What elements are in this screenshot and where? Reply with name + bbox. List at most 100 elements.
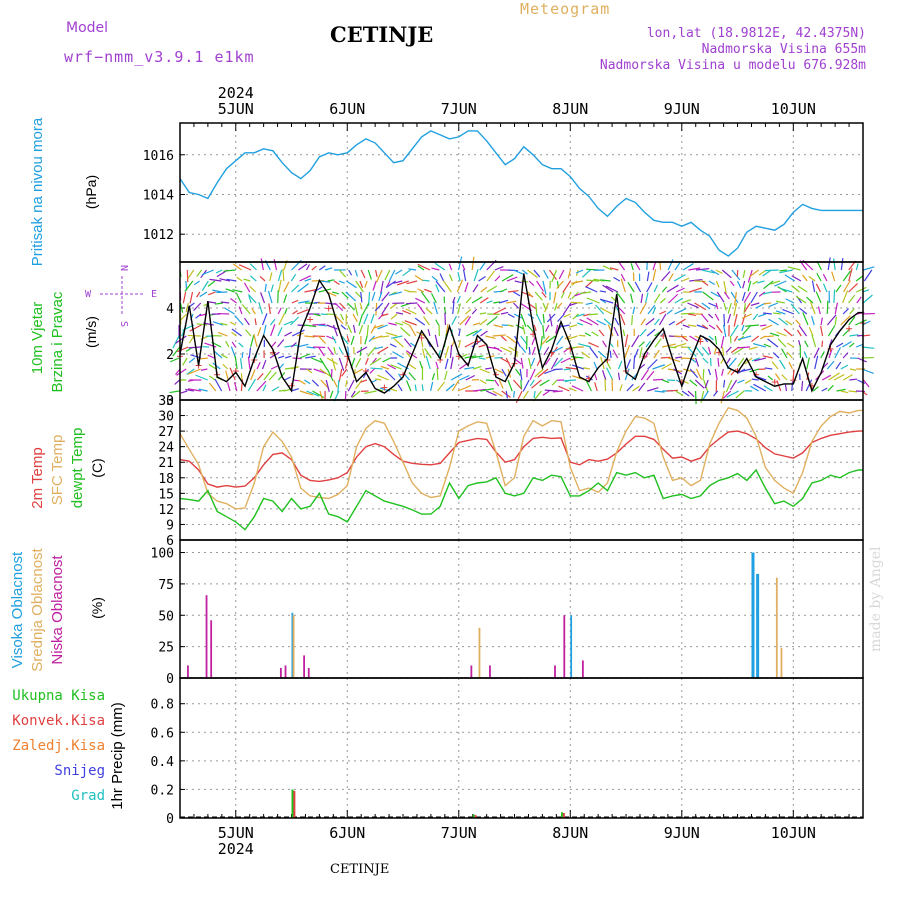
wind-arrow (367, 269, 372, 280)
wind-arrow (257, 327, 262, 337)
wind-arrow (485, 379, 495, 382)
wind-arrow (599, 290, 607, 293)
y-tick-label: 33 (158, 394, 174, 409)
wind-arrow (306, 368, 313, 374)
cloud-bar-niska-oblacnost (187, 665, 189, 678)
wind-arrow (848, 342, 855, 348)
wind-arrow (195, 374, 208, 381)
wind-arrow (842, 280, 851, 293)
wind-arrow (549, 313, 553, 327)
panel-frame-pressure (179, 122, 864, 263)
wind-arrow (682, 263, 694, 271)
wind-arrow (327, 279, 335, 282)
day-label-top: 8JUN (552, 100, 588, 118)
y-tick-label: 50 (158, 609, 174, 624)
wind-arrow (513, 269, 524, 275)
wind-arrow (472, 328, 482, 337)
footer-station: CETINJE (330, 862, 390, 877)
wind-arrow (268, 303, 271, 315)
wind-arrow (779, 269, 793, 274)
wind-arrow (652, 364, 666, 370)
wind-arrow (388, 291, 402, 296)
wind-arrow (373, 324, 384, 329)
wind-arrow (733, 346, 745, 355)
wind-arrow (243, 278, 251, 282)
wind-arrow (494, 379, 500, 387)
wind-arrow (444, 346, 450, 359)
wind-arrow (403, 338, 412, 348)
wind-arrow (241, 351, 244, 359)
wind-arrow (188, 335, 195, 344)
wind-arrow (688, 267, 701, 271)
y-tick-label: 25 (158, 641, 174, 656)
wind-arrow (754, 357, 767, 362)
wind-arrow (515, 368, 521, 376)
wind-arrow (715, 302, 719, 310)
wind-arrow (297, 324, 306, 327)
wind-arrow (248, 347, 252, 359)
wind-arrow (695, 346, 704, 357)
wind-arrow (187, 368, 201, 375)
wind-arrow (356, 346, 368, 354)
wind-arrow (235, 292, 242, 304)
wind-arrow (529, 368, 536, 381)
wind-arrow (834, 316, 837, 326)
wind-arrow (298, 379, 306, 385)
wind-arrow (304, 289, 317, 293)
day-label-bottom: 5JUN (218, 824, 254, 842)
wind-arrow (333, 280, 340, 286)
wind-arrow (563, 368, 571, 371)
wind-arrow (634, 281, 642, 293)
wind-arrow (798, 325, 807, 337)
wind-arrow (270, 324, 276, 337)
wind-arrow (311, 357, 323, 364)
wind-arrow (863, 269, 873, 282)
wind-arrow (175, 335, 187, 344)
wind-arrow (862, 294, 873, 304)
wind-arrow (435, 319, 440, 326)
wind-arrow (816, 272, 822, 282)
wind-arrow (571, 364, 585, 370)
wind-arrow (231, 328, 242, 337)
wind-arrow (776, 331, 787, 337)
wind-arrow (208, 382, 217, 392)
wind-arrow (763, 280, 774, 290)
wind-arrow (570, 301, 583, 304)
cloud-bar-niska-oblacnost (303, 655, 306, 678)
wind-arrow (784, 274, 796, 282)
wind-arrow (530, 357, 536, 367)
model-label: Model (66, 20, 109, 36)
wind-arrow (226, 278, 237, 282)
wind-arrow (350, 335, 355, 346)
wind-arrow (820, 317, 823, 326)
wind-arrow (422, 316, 430, 326)
wind-arrow (347, 346, 350, 356)
wind-arrow (708, 324, 716, 330)
wind-arrow (786, 351, 793, 359)
wind-arrow (767, 375, 774, 381)
wind-arrow (364, 280, 368, 288)
wind-arrow (232, 263, 243, 271)
precip-legend-item: Zaledj.Kisa (12, 738, 105, 754)
y-tick-label: 0.8 (151, 698, 174, 713)
wind-arrow (290, 316, 300, 326)
wind-arrow (687, 324, 697, 327)
precip-bar-konvek-kisa (474, 815, 477, 818)
wind-arrow (605, 285, 619, 293)
wind-arrow (292, 310, 299, 315)
wind-arrow (388, 322, 397, 326)
wind-arrow (729, 379, 738, 390)
wind-arrow (609, 267, 619, 271)
wind-arrow (615, 304, 626, 315)
wind-arrow (702, 291, 714, 301)
wind-arrow (485, 367, 492, 370)
wind-arrow (545, 324, 550, 332)
wind-arrow (710, 291, 721, 298)
wind-arrow (240, 358, 243, 370)
cloud-bar-niska-oblacnost (563, 615, 566, 678)
wind-arrow (271, 341, 277, 348)
wind-arrow (563, 313, 571, 318)
wind-arrow (196, 291, 201, 298)
wind-arrow (639, 302, 647, 315)
wind-arrow (371, 335, 383, 340)
